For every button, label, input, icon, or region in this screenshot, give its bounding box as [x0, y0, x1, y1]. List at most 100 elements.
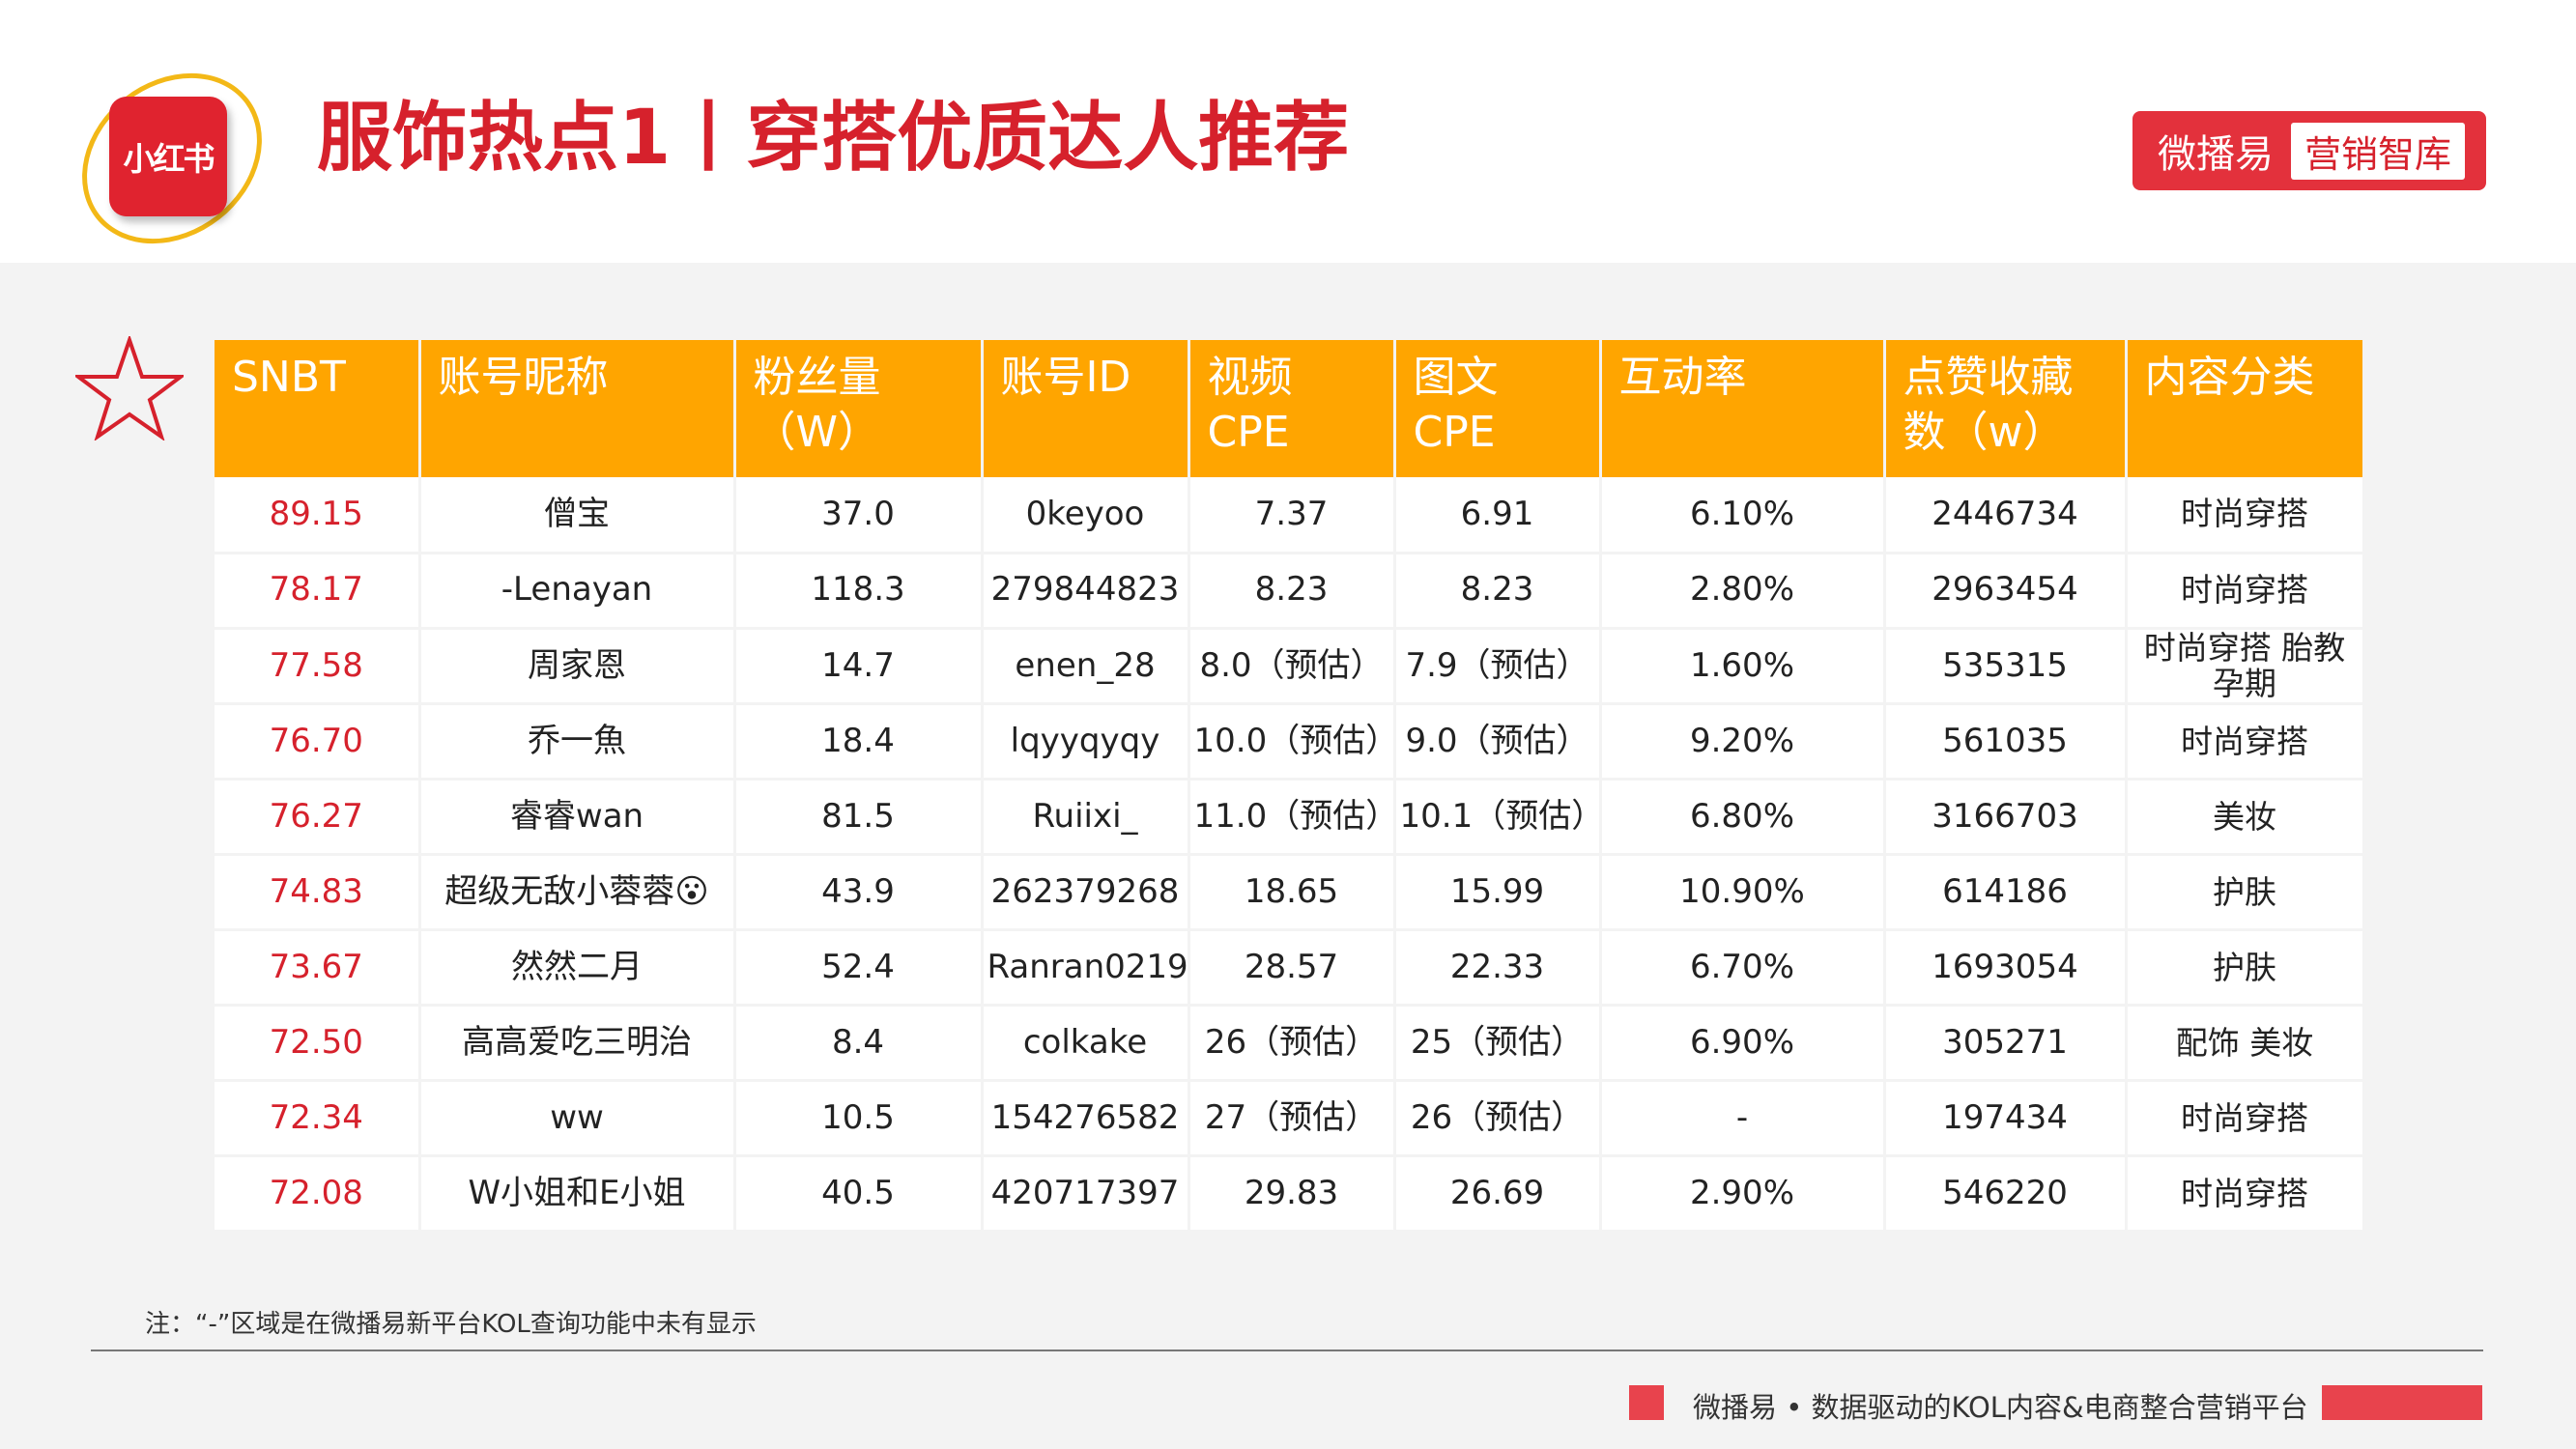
page-title: 服饰热点1丨穿搭优质达人推荐	[317, 95, 1350, 182]
video-cpe-cell: 11.0（预估）	[1188, 779, 1398, 857]
account-id-cell: colkake	[982, 1005, 1190, 1083]
fans-cell: 37.0	[734, 477, 984, 554]
column-header: 视频 CPE	[1188, 340, 1396, 477]
fans-cell: 40.5	[734, 1155, 984, 1234]
likes-collects-cell: 197434	[1884, 1080, 2128, 1158]
account-id-cell: 279844823	[982, 553, 1190, 630]
engagement-rate-cell: -	[1600, 1080, 1886, 1158]
fans-cell: 18.4	[734, 703, 984, 781]
column-header: 图文 CPE	[1394, 340, 1602, 477]
snbt-cell: 77.58	[215, 628, 421, 706]
snbt-cell: 74.83	[215, 854, 421, 932]
divider	[91, 1350, 2483, 1351]
image-cpe-cell: 22.33	[1394, 929, 1602, 1008]
table-row: 76.27 睿睿wan 81.5 Ruiixi_ 11.0（预估） 10.1（预…	[215, 779, 2365, 857]
table-row: 78.17 -Lenayan 118.3 279844823 8.23 8.23…	[215, 553, 2365, 630]
account-id-cell: 0keyoo	[982, 477, 1190, 554]
snbt-cell: 76.27	[215, 779, 421, 857]
image-cpe-cell: 15.99	[1394, 854, 1602, 932]
engagement-rate-cell: 6.80%	[1600, 779, 1886, 857]
nickname-cell: 高高爱吃三明治	[419, 1005, 736, 1083]
category-cell: 时尚穿搭	[2126, 1155, 2365, 1234]
column-header: 互动率	[1600, 340, 1886, 477]
likes-collects-cell: 2963454	[1884, 553, 2128, 630]
category-cell: 时尚穿搭	[2126, 477, 2365, 554]
account-id-cell: lqyyqyqy	[982, 703, 1190, 781]
fans-cell: 8.4	[734, 1005, 984, 1083]
engagement-rate-cell: 9.20%	[1600, 703, 1886, 781]
brand-badge: 微播易 营销智库	[2132, 111, 2486, 190]
fans-cell: 43.9	[734, 854, 984, 932]
likes-collects-cell: 2446734	[1884, 477, 2128, 554]
nickname-cell: 僧宝	[419, 477, 736, 554]
nickname-cell: 睿睿wan	[419, 779, 736, 857]
table-row: 77.58 周家恩 14.7 enen_28 8.0（预估） 7.9（预估） 1…	[215, 628, 2365, 706]
account-id-cell: enen_28	[982, 628, 1190, 706]
video-cpe-cell: 29.83	[1188, 1155, 1396, 1234]
video-cpe-cell: 18.65	[1188, 854, 1396, 932]
nickname-cell: 乔一魚	[419, 703, 736, 781]
table-header-row: SNBT 账号昵称 粉丝量 （W） 账号ID 视频 CPE 图文 CPE 互动率 点赞…	[215, 340, 2365, 477]
category-cell: 时尚穿搭 胎教孕期	[2126, 628, 2365, 706]
fans-cell: 10.5	[734, 1080, 984, 1158]
logo-text: 小红书	[123, 140, 215, 178]
category-cell: 配饰 美妆	[2126, 1005, 2365, 1083]
image-cpe-cell: 7.9（预估）	[1394, 628, 1602, 706]
category-cell: 护肤	[2126, 929, 2365, 1008]
nickname-cell: ww	[419, 1080, 736, 1158]
table-row: 72.50 高高爱吃三明治 8.4 colkake 26（预估） 25（预估） …	[215, 1005, 2365, 1083]
nickname-cell: -Lenayan	[419, 553, 736, 630]
snbt-cell: 73.67	[215, 929, 421, 1008]
category-cell: 护肤	[2126, 854, 2365, 932]
snbt-cell: 76.70	[215, 703, 421, 781]
image-cpe-cell: 8.23	[1394, 553, 1602, 630]
account-id-cell: Ranran0219	[982, 929, 1190, 1008]
image-cpe-cell: 9.0（预估）	[1394, 703, 1602, 781]
likes-collects-cell: 1693054	[1884, 929, 2128, 1008]
image-cpe-cell: 6.91	[1394, 477, 1602, 554]
video-cpe-cell: 8.0（预估）	[1188, 628, 1396, 706]
likes-collects-cell: 305271	[1884, 1005, 2128, 1083]
likes-collects-cell: 535315	[1884, 628, 2128, 706]
engagement-rate-cell: 2.90%	[1600, 1155, 1886, 1234]
category-cell: 时尚穿搭	[2126, 553, 2365, 630]
snbt-cell: 78.17	[215, 553, 421, 630]
xiaohongshu-logo: 小红书	[47, 38, 297, 279]
brand-name: 微播易	[2158, 132, 2274, 177]
snbt-cell: 89.15	[215, 477, 421, 554]
footer-bar-mark	[2322, 1385, 2482, 1420]
column-header: 内容分类	[2126, 340, 2365, 477]
table-row: 72.08 W小姐和E小姐 40.5 420717397 29.83 26.69…	[215, 1155, 2365, 1234]
fans-cell: 52.4	[734, 929, 984, 1008]
engagement-rate-cell: 10.90%	[1600, 854, 1886, 932]
column-header: 点赞收藏 数（w）	[1884, 340, 2128, 477]
category-cell: 时尚穿搭	[2126, 1080, 2365, 1158]
image-cpe-cell: 10.1（预估）	[1394, 779, 1604, 857]
video-cpe-cell: 28.57	[1188, 929, 1396, 1008]
column-header: 账号ID	[982, 340, 1190, 477]
likes-collects-cell: 546220	[1884, 1155, 2128, 1234]
nickname-cell: 周家恩	[419, 628, 736, 706]
table-row: 89.15 僧宝 37.0 0keyoo 7.37 6.91 6.10% 244…	[215, 477, 2365, 554]
engagement-rate-cell: 6.70%	[1600, 929, 1886, 1008]
image-cpe-cell: 26（预估）	[1394, 1080, 1602, 1158]
engagement-rate-cell: 6.10%	[1600, 477, 1886, 554]
likes-collects-cell: 561035	[1884, 703, 2128, 781]
nickname-cell: W小姐和E小姐	[419, 1155, 736, 1234]
fans-cell: 81.5	[734, 779, 984, 857]
footer-slogan: 微播易 • 数据驱动的KOL内容&电商整合营销平台	[1693, 1391, 2308, 1424]
fans-cell: 118.3	[734, 553, 984, 630]
engagement-rate-cell: 1.60%	[1600, 628, 1886, 706]
video-cpe-cell: 26（预估）	[1188, 1005, 1396, 1083]
category-cell: 时尚穿搭	[2126, 703, 2365, 781]
footnote: 注：“-”区域是在微播易新平台KOL查询功能中未有显示	[145, 1310, 757, 1339]
account-id-cell: Ruiixi_	[982, 779, 1190, 857]
table-row: 73.67 然然二月 52.4 Ranran0219 28.57 22.33 6…	[215, 929, 2365, 1008]
engagement-rate-cell: 6.90%	[1600, 1005, 1886, 1083]
likes-collects-cell: 614186	[1884, 854, 2128, 932]
column-header: 账号昵称	[419, 340, 736, 477]
snbt-cell: 72.50	[215, 1005, 421, 1083]
account-id-cell: 420717397	[982, 1155, 1190, 1234]
table-row: 74.83 超级无敌小蓉蓉😮 43.9 262379268 18.65 15.9…	[215, 854, 2365, 932]
snbt-cell: 72.08	[215, 1155, 421, 1234]
